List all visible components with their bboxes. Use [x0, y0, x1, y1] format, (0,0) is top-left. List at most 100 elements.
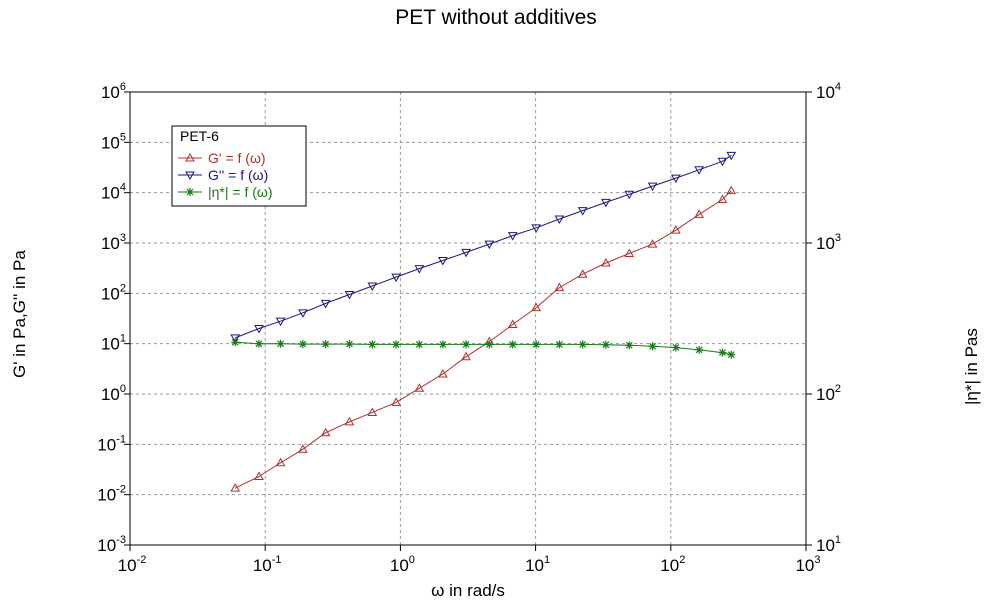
- data-point: [531, 224, 542, 233]
- data-point: [367, 407, 378, 416]
- data-point: [554, 282, 565, 292]
- y-axis-label: G' in Pa,G'' in Pa: [10, 250, 29, 378]
- x-tick-label: 102: [660, 554, 685, 575]
- data-point: [671, 343, 680, 352]
- data-point: [554, 215, 565, 224]
- data-point: [437, 256, 448, 266]
- data-point: [367, 282, 378, 291]
- data-point: [320, 299, 331, 309]
- data-point: [320, 427, 331, 437]
- data-point: [601, 340, 610, 349]
- data-point: [438, 340, 447, 349]
- legend-marker: [185, 152, 195, 162]
- data-point: [532, 340, 541, 349]
- data-point: [507, 319, 518, 329]
- legend-box: [171, 125, 307, 207]
- y-tick-label: 10-2: [97, 484, 126, 505]
- data-point: [344, 290, 355, 300]
- y-tick-label: 102: [101, 282, 126, 303]
- data-point: [670, 174, 681, 184]
- y-tick-label: 10-1: [97, 433, 126, 454]
- data-point: [414, 383, 425, 392]
- y2-axis-label: |η*| in Pas: [962, 328, 981, 405]
- data-point: [624, 190, 635, 200]
- data-point: [298, 444, 308, 453]
- data-point: [507, 232, 518, 241]
- x-axis-label: ω in rad/s: [431, 581, 505, 600]
- data-point: [437, 368, 448, 378]
- data-point: [694, 209, 704, 218]
- chart-title: PET without additives: [395, 6, 597, 29]
- data-point: [275, 457, 286, 467]
- data-point: [577, 269, 588, 278]
- legend-item-3: |η*| = f (ω): [208, 184, 273, 200]
- data-point: [391, 273, 402, 283]
- y-tick-label: 10-3: [97, 534, 126, 555]
- plot-area: [129, 91, 807, 546]
- data-point: [577, 207, 588, 216]
- data-point: [321, 340, 330, 349]
- data-point: [298, 309, 308, 318]
- data-point: [508, 340, 517, 349]
- data-point: [485, 340, 494, 349]
- legend-item-1: G' = f (ω): [208, 150, 266, 166]
- tick-layer: 10-2 10-1 100 101 102 10310-310-210-110010110…: [97, 81, 841, 575]
- data-point: [484, 240, 495, 250]
- data-point: [555, 340, 564, 349]
- series-line: [235, 341, 732, 356]
- y2-tick-label: 103: [816, 232, 841, 253]
- data-point: [717, 157, 728, 167]
- data-point: [727, 350, 736, 359]
- data-point: [392, 340, 401, 349]
- series-3: [231, 338, 736, 359]
- data-point: [391, 397, 402, 406]
- legend: PET-6 G' = f (ω)G'' = f (ω)|η*| = f (ω): [171, 125, 307, 207]
- legend-item-2: G'' = f (ω): [208, 167, 268, 183]
- data-point: [624, 248, 635, 257]
- data-point: [298, 340, 307, 349]
- data-point: [726, 151, 737, 161]
- data-point: [694, 166, 704, 175]
- data-point: [648, 342, 657, 351]
- data-point: [345, 340, 354, 349]
- series-2: [230, 151, 737, 343]
- data-point: [231, 338, 240, 347]
- series-layer: [230, 151, 737, 492]
- data-point: [254, 471, 264, 480]
- data-point: [578, 340, 587, 349]
- data-point: [718, 348, 727, 357]
- data-point: [254, 325, 264, 334]
- data-point: [670, 225, 681, 234]
- data-point: [625, 341, 634, 350]
- data-point: [647, 182, 658, 192]
- y-tick-label: 101: [101, 333, 126, 354]
- y2-tick-label: 104: [816, 81, 841, 102]
- data-point: [462, 340, 471, 349]
- data-point: [726, 185, 737, 195]
- data-point: [255, 339, 264, 348]
- data-point: [717, 194, 728, 204]
- y2-tick-label: 101: [816, 534, 841, 555]
- series-1: [230, 185, 737, 492]
- legend-title: PET-6: [180, 128, 219, 144]
- data-point: [461, 248, 471, 258]
- grid: [130, 92, 806, 545]
- y-tick-label: 100: [101, 383, 126, 404]
- y-tick-label: 106: [101, 81, 126, 102]
- data-point: [695, 345, 704, 354]
- x-tick-label: 103: [795, 554, 820, 575]
- data-point: [368, 340, 377, 349]
- legend-marker: [186, 188, 194, 196]
- x-tick-label: 101: [525, 554, 550, 575]
- data-point: [601, 258, 611, 267]
- y-tick-label: 104: [101, 182, 126, 203]
- data-point: [461, 351, 471, 361]
- data-point: [344, 416, 355, 426]
- data-point: [647, 239, 658, 248]
- series-line: [235, 154, 732, 339]
- y-tick-label: 103: [101, 232, 126, 253]
- data-point: [601, 198, 611, 208]
- data-point: [414, 265, 425, 274]
- series-line: [234, 190, 732, 489]
